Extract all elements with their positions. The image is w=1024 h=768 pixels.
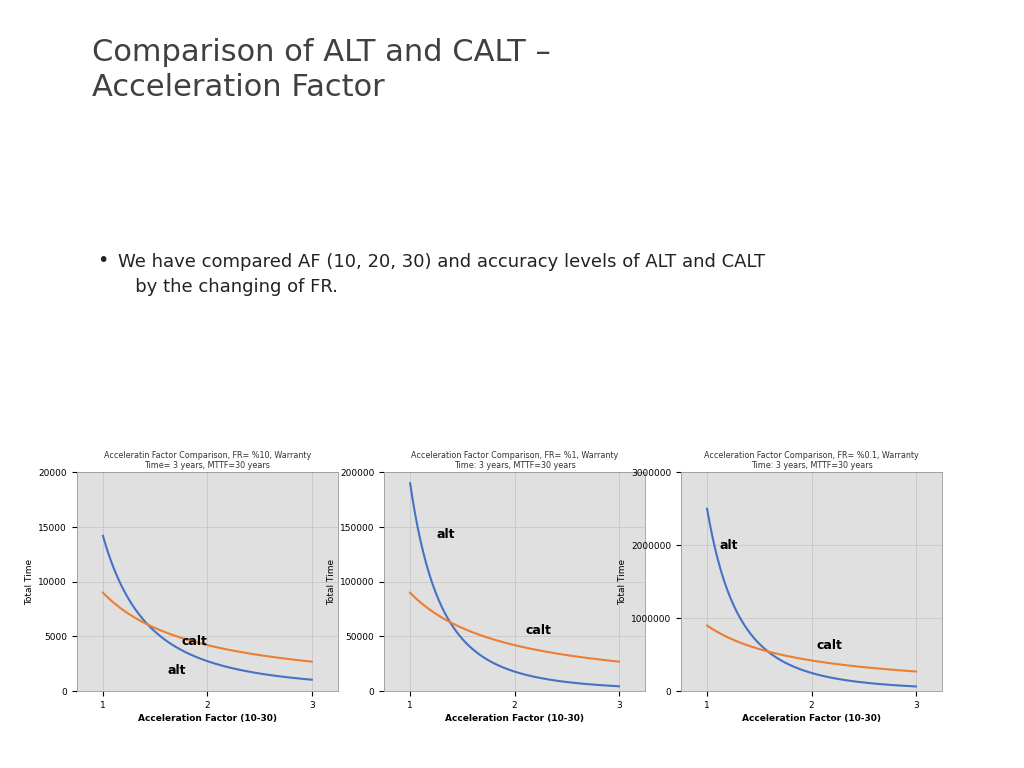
Y-axis label: Total Time: Total Time — [26, 558, 34, 605]
X-axis label: Acceleration Factor (10-30): Acceleration Factor (10-30) — [742, 714, 881, 723]
Y-axis label: Total Time: Total Time — [327, 558, 336, 605]
Title: Acceleration Factor Comparison, FR= %0.1, Warranty
Time: 3 years, MTTF=30 years: Acceleration Factor Comparison, FR= %0.1… — [705, 451, 919, 470]
Text: alt: alt — [168, 664, 186, 677]
Text: calt: calt — [525, 624, 551, 637]
Text: Comparison of ALT and CALT –
Acceleration Factor: Comparison of ALT and CALT – Acceleratio… — [92, 38, 551, 102]
Text: alt: alt — [720, 539, 738, 552]
Text: calt: calt — [817, 639, 843, 652]
Text: •: • — [97, 251, 109, 270]
X-axis label: Acceleration Factor (10-30): Acceleration Factor (10-30) — [445, 714, 584, 723]
Text: alt: alt — [436, 528, 455, 541]
X-axis label: Acceleration Factor (10-30): Acceleration Factor (10-30) — [138, 714, 276, 723]
Title: Acceleration Factor Comparison, FR= %1, Warranty
Time: 3 years, MTTF=30 years: Acceleration Factor Comparison, FR= %1, … — [411, 451, 618, 470]
Text: calt: calt — [181, 635, 207, 648]
Title: Acceleratin Factor Comparison, FR= %10, Warranty
Time= 3 years, MTTF=30 years: Acceleratin Factor Comparison, FR= %10, … — [103, 451, 311, 470]
Y-axis label: Total Time: Total Time — [617, 558, 627, 605]
Text: We have compared AF (10, 20, 30) and accuracy levels of ALT and CALT
   by the c: We have compared AF (10, 20, 30) and acc… — [118, 253, 765, 296]
